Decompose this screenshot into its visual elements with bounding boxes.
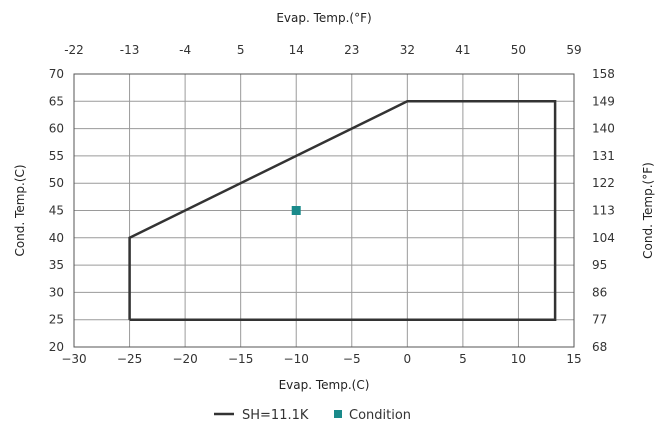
y-tick-label: 40 xyxy=(49,231,64,245)
x-tick-label: −25 xyxy=(117,352,142,366)
tick-labels: −30 −25 −20 −15 −10 −5 0 5 10 15 20 25 30 35 40 45 50 55 6… xyxy=(49,43,615,366)
y-tick-label: 20 xyxy=(49,340,64,354)
y-tick-label: 35 xyxy=(49,258,64,272)
y2-tick-label: 149 xyxy=(592,94,615,108)
x-axis-title: Evap. Temp.(C) xyxy=(279,378,370,392)
y-tick-label: 50 xyxy=(49,176,64,190)
x-tick-label: 5 xyxy=(459,352,467,366)
legend-label-condition: Condition xyxy=(349,408,411,423)
x-tick-label: 10 xyxy=(511,352,526,366)
x-tick-label: −20 xyxy=(172,352,197,366)
condition-point xyxy=(291,206,301,215)
grid xyxy=(73,73,575,348)
y-tick-label: 60 xyxy=(49,122,64,136)
y2-tick-label: 158 xyxy=(592,67,615,81)
x2-tick-label: -22 xyxy=(64,43,84,57)
y-tick-label: 55 xyxy=(49,149,64,163)
x2-tick-label: 50 xyxy=(511,43,526,57)
legend-label-sh: SH=11.1K xyxy=(242,408,309,423)
legend-marker-swatch xyxy=(334,410,342,418)
x2-axis-title: Evap. Temp.(°F) xyxy=(276,11,371,25)
series-layer xyxy=(128,100,557,321)
y-tick-label: 65 xyxy=(49,94,64,108)
y2-tick-label: 95 xyxy=(592,258,607,272)
x-tick-label: −10 xyxy=(284,352,309,366)
plot-frame xyxy=(73,73,575,348)
y2-tick-label: 113 xyxy=(592,204,615,218)
y2-tick-label: 140 xyxy=(592,122,615,136)
y2-tick-label: 131 xyxy=(592,149,615,163)
y2-axis-title: Cond. Temp.(°F) xyxy=(641,162,655,259)
y-tick-label: 25 xyxy=(49,313,64,327)
y-tick-label: 70 xyxy=(49,67,64,81)
x2-tick-label: 5 xyxy=(237,43,245,57)
x2-tick-label: -13 xyxy=(120,43,140,57)
x-tick-label: −15 xyxy=(228,352,253,366)
y2-tick-label: 77 xyxy=(592,313,607,327)
x2-tick-label: 14 xyxy=(289,43,304,57)
legend: SH=11.1K Condition xyxy=(214,408,411,423)
x2-tick-label: 41 xyxy=(455,43,470,57)
y2-tick-label: 68 xyxy=(592,340,607,354)
x2-tick-label: 59 xyxy=(566,43,581,57)
y-tick-label: 45 xyxy=(49,204,64,218)
envelope-line xyxy=(128,100,557,321)
y2-tick-label: 122 xyxy=(592,176,615,190)
y2-tick-label: 104 xyxy=(592,231,615,245)
x-tick-label: −5 xyxy=(343,352,361,366)
x-tick-label: 0 xyxy=(404,352,412,366)
y2-tick-label: 86 xyxy=(592,285,607,299)
x2-tick-label: 23 xyxy=(344,43,359,57)
y-axis-title: Cond. Temp.(C) xyxy=(13,164,27,256)
x-tick-label: −30 xyxy=(61,352,86,366)
x2-tick-label: -4 xyxy=(179,43,191,57)
y-tick-label: 30 xyxy=(49,285,64,299)
x2-tick-label: 32 xyxy=(400,43,415,57)
x-tick-label: 15 xyxy=(566,352,581,366)
